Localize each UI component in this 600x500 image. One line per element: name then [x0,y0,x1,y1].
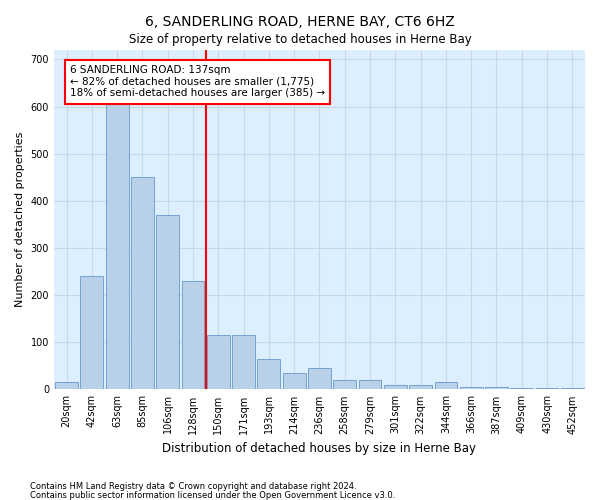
Text: 6 SANDERLING ROAD: 137sqm
← 82% of detached houses are smaller (1,775)
18% of se: 6 SANDERLING ROAD: 137sqm ← 82% of detac… [70,66,325,98]
Text: 6, SANDERLING ROAD, HERNE BAY, CT6 6HZ: 6, SANDERLING ROAD, HERNE BAY, CT6 6HZ [145,15,455,29]
Bar [80,276,103,390]
Bar [561,388,584,390]
Bar [106,95,128,390]
Bar [334,380,356,390]
Bar [157,215,179,390]
Y-axis label: Number of detached properties: Number of detached properties [15,132,25,308]
Bar [511,388,533,390]
Bar [207,335,230,390]
Bar [131,178,154,390]
Bar [384,384,407,390]
Bar [283,373,305,390]
Bar [308,368,331,390]
Bar [434,382,457,390]
Bar [460,387,482,390]
Text: Contains HM Land Registry data © Crown copyright and database right 2024.: Contains HM Land Registry data © Crown c… [30,482,356,491]
Text: Size of property relative to detached houses in Herne Bay: Size of property relative to detached ho… [128,32,472,46]
Bar [485,387,508,390]
Bar [536,388,559,390]
Bar [182,281,205,390]
Bar [409,384,432,390]
Text: Contains public sector information licensed under the Open Government Licence v3: Contains public sector information licen… [30,490,395,500]
Bar [55,382,78,390]
X-axis label: Distribution of detached houses by size in Herne Bay: Distribution of detached houses by size … [163,442,476,455]
Bar [359,380,382,390]
Bar [257,359,280,390]
Bar [232,335,255,390]
